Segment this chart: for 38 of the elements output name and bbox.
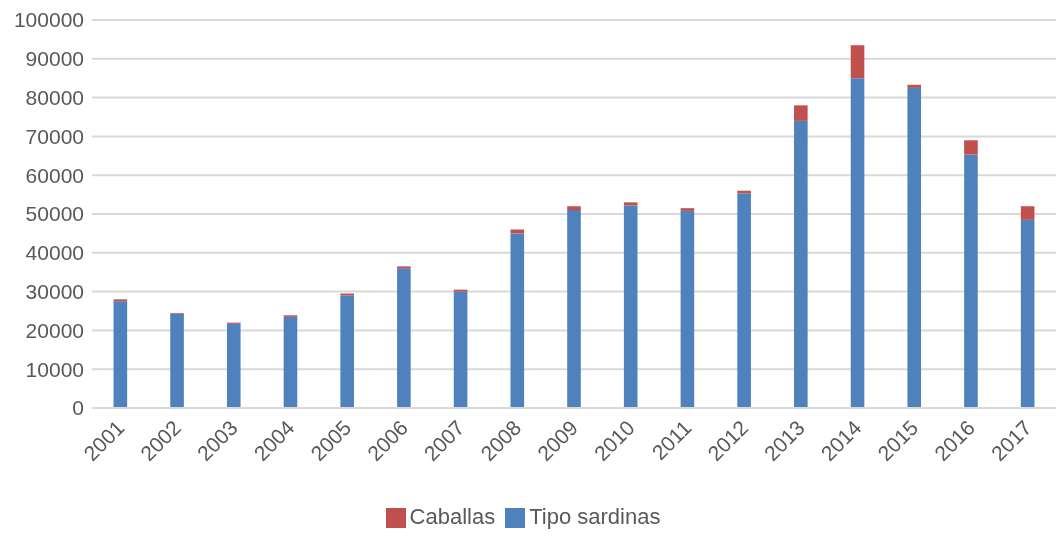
y-tick-label: 100000	[13, 8, 84, 32]
bar	[567, 210, 581, 408]
bar	[794, 105, 808, 121]
bar	[170, 313, 184, 408]
bar	[737, 193, 751, 408]
bar	[397, 268, 411, 408]
bar	[907, 87, 922, 408]
y-tick-label: 80000	[25, 86, 84, 110]
bar	[113, 301, 128, 408]
bar	[453, 291, 468, 408]
bar	[623, 202, 638, 206]
y-tick-label: 10000	[25, 357, 84, 381]
bar	[510, 233, 525, 408]
y-tick-label: 60000	[25, 163, 84, 187]
bar	[1020, 206, 1035, 220]
y-tick-label: 70000	[25, 124, 84, 148]
y-tick-label: 0	[72, 396, 84, 420]
y-tick-label: 90000	[25, 47, 84, 71]
bar	[340, 295, 354, 408]
y-tick-label: 50000	[25, 202, 84, 226]
bar	[283, 316, 298, 408]
legend-label: Caballas	[409, 504, 496, 529]
y-tick-label: 20000	[25, 318, 84, 342]
bar	[850, 45, 865, 79]
bar	[680, 210, 695, 408]
y-tick-label: 30000	[25, 280, 84, 304]
bar	[226, 323, 241, 408]
bar	[623, 205, 638, 408]
bar	[964, 140, 978, 155]
bar	[850, 78, 865, 408]
bar	[1020, 219, 1035, 408]
bar	[794, 120, 808, 408]
y-tick-label: 40000	[25, 241, 84, 265]
legend-label: Tipo sardinas	[529, 504, 661, 529]
bar	[680, 208, 695, 211]
bar	[567, 206, 581, 211]
bar	[907, 84, 922, 88]
bar	[964, 154, 978, 408]
